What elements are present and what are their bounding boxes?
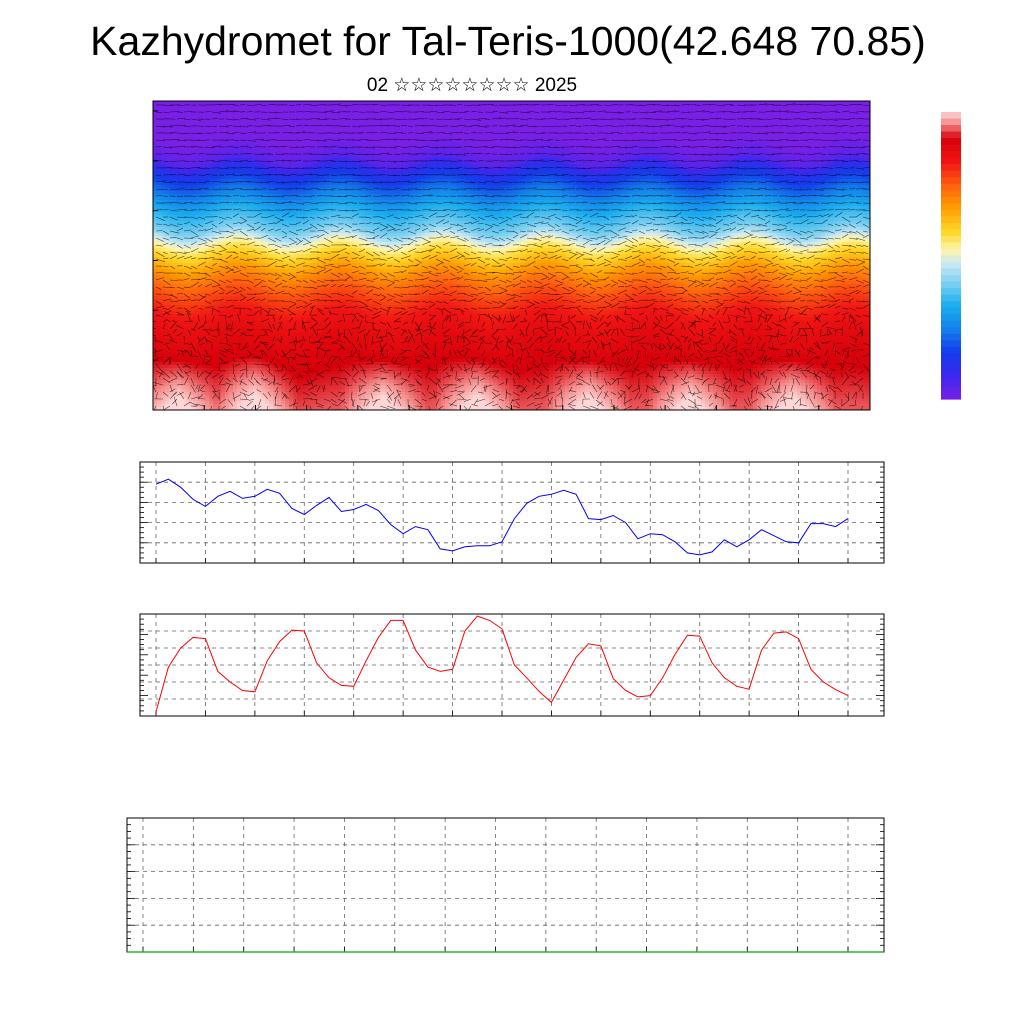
chart-title: Kazhydromet for Tal-Teris-1000(42.648 70… [90, 18, 926, 64]
chart-subtitle: 02 ☆☆☆☆☆☆☆☆ 2025 [367, 75, 577, 96]
meteogram-canvas: Kazhydromet for Tal-Teris-1000(42.648 70… [0, 0, 1024, 1024]
cross-section-panel [148, 101, 874, 416]
meteogram: Kazhydromet for Tal-Teris-1000(42.648 70… [0, 0, 1024, 1024]
